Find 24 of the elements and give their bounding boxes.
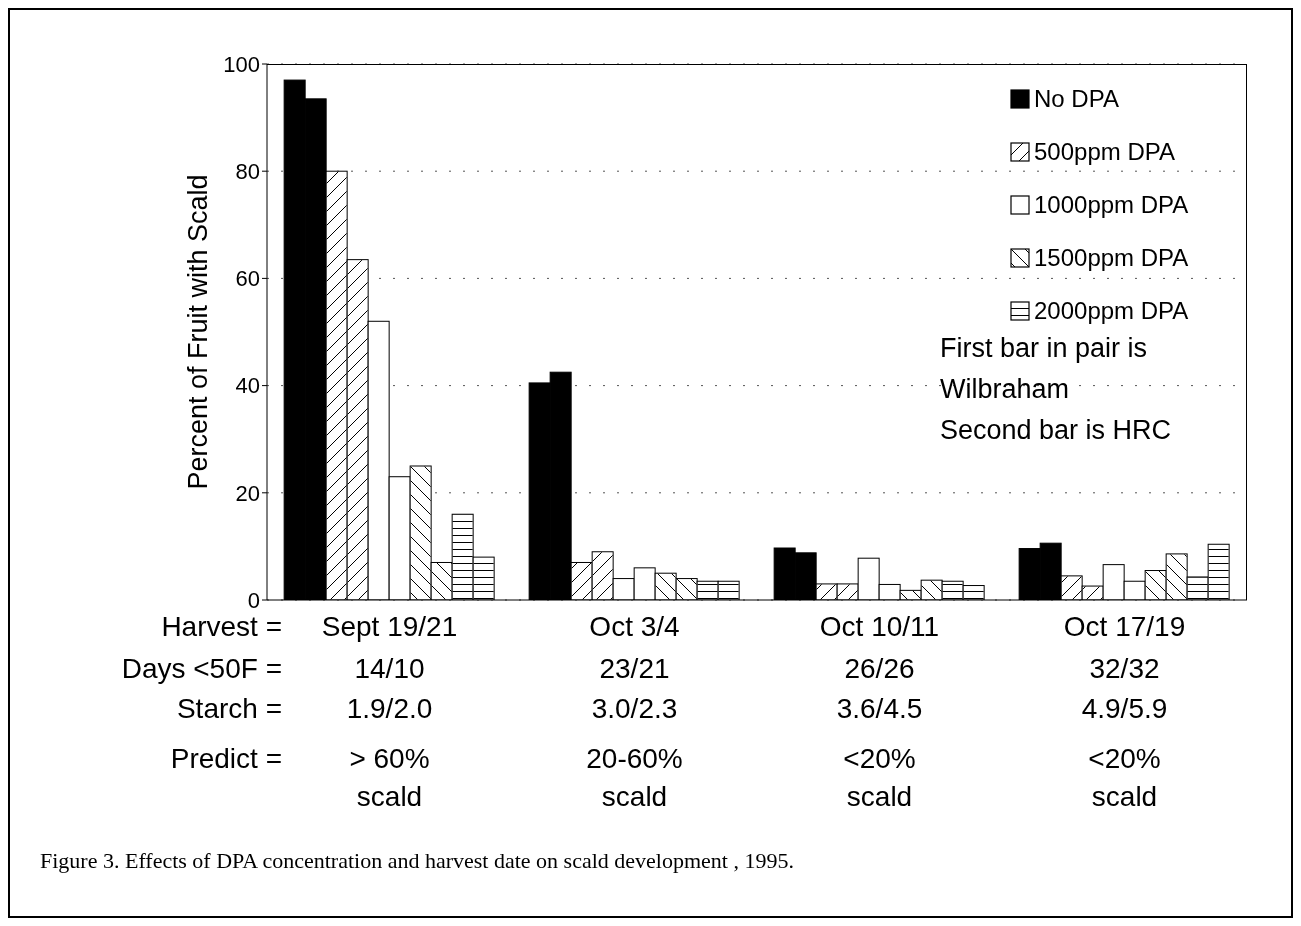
annotation: Second bar is HRC — [940, 414, 1172, 447]
y-tick-label: 0 — [247, 587, 260, 613]
text: Predict = — [170, 743, 282, 774]
y-tick-label: 60 — [235, 266, 260, 292]
x-tick-label: Oct 3/4 23/21 3.0/2.3 20-60% scald — [586, 611, 683, 812]
text: Figure 3. Effects of DPA concentration and harvest date on scald development , 1995. — [40, 848, 794, 874]
legend-label: 500ppm DPA — [1034, 137, 1175, 167]
x-tick-label: Oct 17/19 32/32 4.9/5.9 <20% scald — [1063, 611, 1186, 812]
text: Harvest = — [161, 611, 282, 642]
text: Starch = — [176, 693, 282, 724]
y-axis-title: Percent of Fruit with Scald — [182, 174, 213, 490]
legend-label: No DPA — [1034, 84, 1119, 114]
legend-label: 1000ppm DPA — [1034, 190, 1189, 220]
x-tick-label: Oct 10/11 26/26 3.6/4.5 <20% scald — [819, 611, 940, 812]
y-tick-label: 80 — [235, 159, 260, 185]
legend-label: 1500ppm DPA — [1034, 243, 1189, 273]
annotation: First bar in pair is — [940, 332, 1149, 365]
legend-label: 2000ppm DPA — [1034, 297, 1189, 324]
y-tick-label: 100 — [223, 51, 260, 77]
annotation: Wilbraham — [940, 373, 1071, 406]
y-tick-label: 20 — [235, 480, 260, 506]
x-tick-label: Sept 19/21 14/10 1.9/2.0 > 60% scald — [321, 611, 458, 812]
text: Days <50F = — [121, 653, 282, 684]
y-tick-label: 40 — [235, 373, 260, 399]
